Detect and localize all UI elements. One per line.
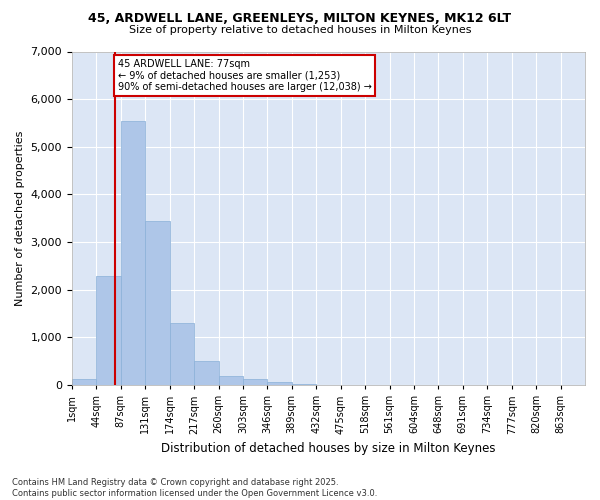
Bar xyxy=(170,323,194,385)
Bar xyxy=(268,382,292,385)
Bar xyxy=(97,276,121,385)
Bar xyxy=(292,384,316,385)
Text: Size of property relative to detached houses in Milton Keynes: Size of property relative to detached ho… xyxy=(129,25,471,35)
X-axis label: Distribution of detached houses by size in Milton Keynes: Distribution of detached houses by size … xyxy=(161,442,496,455)
Bar xyxy=(145,220,170,385)
Y-axis label: Number of detached properties: Number of detached properties xyxy=(15,130,25,306)
Text: Contains HM Land Registry data © Crown copyright and database right 2025.
Contai: Contains HM Land Registry data © Crown c… xyxy=(12,478,377,498)
Bar xyxy=(194,362,218,385)
Bar xyxy=(72,380,97,385)
Bar xyxy=(243,380,268,385)
Text: 45 ARDWELL LANE: 77sqm
← 9% of detached houses are smaller (1,253)
90% of semi-d: 45 ARDWELL LANE: 77sqm ← 9% of detached … xyxy=(118,58,371,92)
Bar xyxy=(121,120,145,385)
Bar xyxy=(218,376,243,385)
Text: 45, ARDWELL LANE, GREENLEYS, MILTON KEYNES, MK12 6LT: 45, ARDWELL LANE, GREENLEYS, MILTON KEYN… xyxy=(88,12,512,26)
